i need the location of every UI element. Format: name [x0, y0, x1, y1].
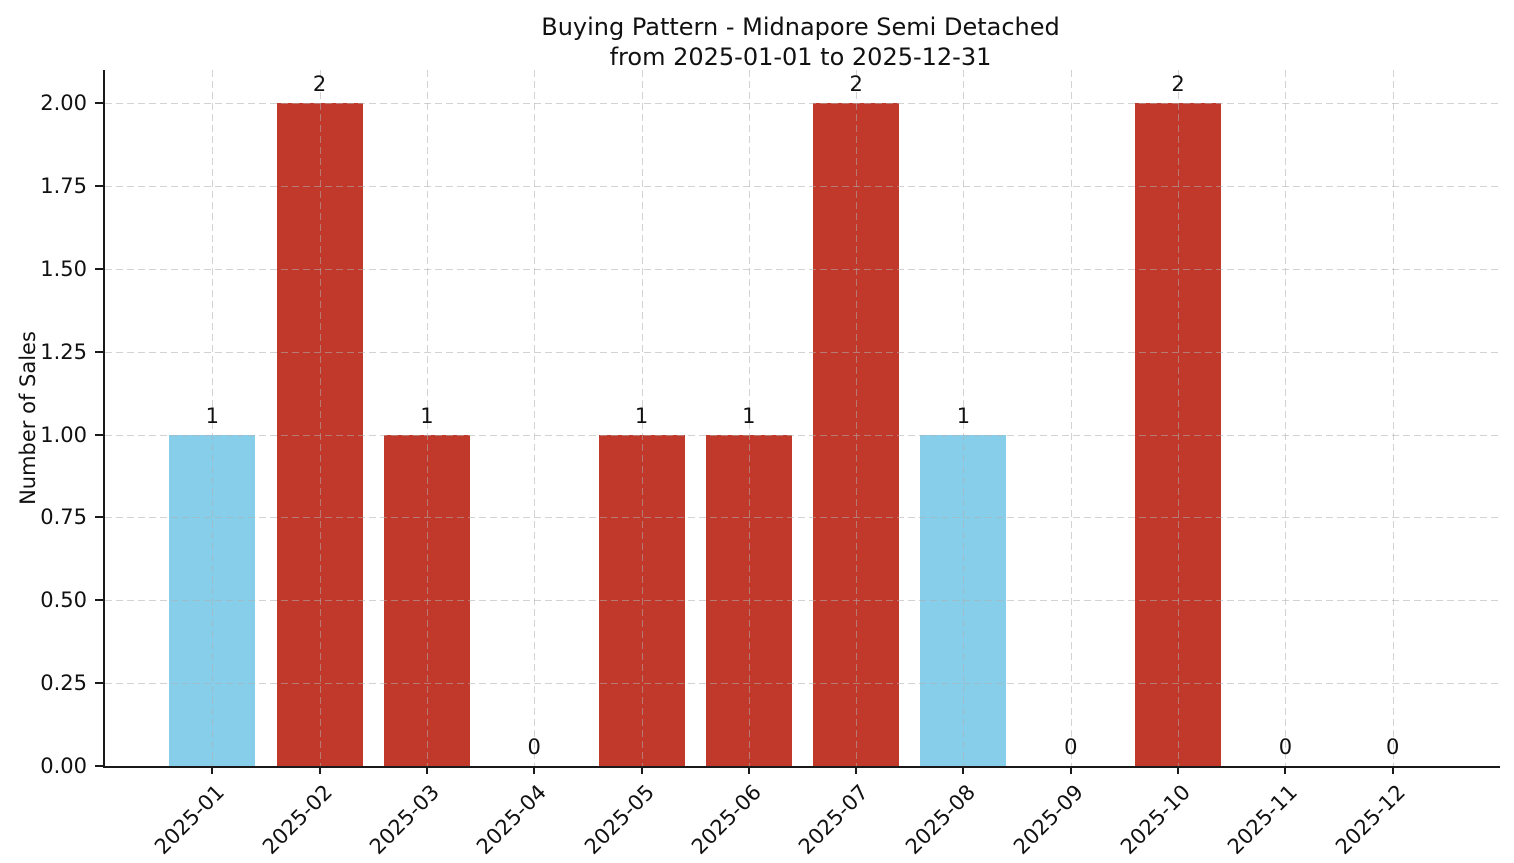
y-tick-mark-0.25	[95, 682, 103, 685]
v-gridline-2025-03	[426, 70, 428, 766]
x-tick-label: 2025-01	[150, 780, 230, 860]
y-tick-mark-1.25	[95, 350, 103, 353]
v-gridline-2025-02	[319, 70, 321, 766]
x-tick-mark-2025-09	[1069, 766, 1072, 774]
y-tick-mark-0.50	[95, 599, 103, 602]
bar-value-label: 1	[420, 403, 434, 428]
x-tick-label: 2025-03	[364, 780, 444, 860]
y-tick-label: 2.00	[40, 91, 87, 116]
v-gridline-2025-01	[212, 70, 214, 766]
v-gridline-2025-06	[748, 70, 750, 766]
y-tick-mark-0.75	[95, 516, 103, 519]
bar-value-label: 1	[956, 403, 971, 428]
v-gridline-2025-07	[856, 70, 858, 766]
v-gridline-2025-05	[641, 70, 643, 766]
x-tick-label: 2025-02	[257, 780, 337, 860]
y-tick-mark-2.00	[95, 102, 103, 105]
x-tick-mark-2025-10	[1177, 766, 1180, 774]
h-gridline-0.75	[105, 517, 1500, 519]
v-gridline-2025-11	[1285, 70, 1287, 766]
bar-value-label: 1	[205, 403, 219, 428]
x-tick-mark-2025-07	[855, 766, 858, 774]
y-tick-label: 1.25	[40, 339, 87, 364]
chart-title: Buying Pattern - Midnapore Semi Detached…	[103, 12, 1498, 72]
h-gridline-1.25	[105, 351, 1500, 353]
v-gridline-2025-10	[1178, 70, 1180, 766]
x-tick-mark-2025-11	[1284, 766, 1287, 774]
v-gridline-2025-09	[1070, 70, 1072, 766]
x-tick-label: 2025-12	[1330, 780, 1410, 860]
chart-title-line2: from 2025-01-01 to 2025-12-31	[609, 43, 992, 71]
y-tick-label: 0.00	[40, 754, 87, 778]
bar-value-label: 0	[1278, 735, 1293, 759]
h-gridline-0.50	[105, 600, 1500, 602]
h-gridline-1.00	[105, 434, 1500, 436]
x-tick-label: 2025-08	[901, 780, 981, 860]
x-tick-mark-2025-06	[747, 766, 750, 774]
y-tick-label: 1.00	[40, 422, 87, 447]
plot-area: 0.00 0.25 0.50 0.75 1.00 1.25 1.50 1.75 2.00 2025…	[40, 70, 1500, 859]
x-tick-label: 2025-05	[579, 780, 659, 860]
x-tick-mark-2025-08	[962, 766, 965, 774]
bar-value-label: 0	[527, 735, 541, 759]
h-gridline-1.75	[105, 186, 1500, 187]
y-tick-label: 0.25	[40, 671, 87, 696]
x-tick-label: 2025-06	[686, 780, 766, 860]
x-tick-mark-2025-12	[1391, 766, 1394, 774]
y-tick-label: 1.75	[40, 174, 87, 198]
x-tick-mark-2025-02	[318, 766, 321, 774]
x-tick-label: 2025-07	[794, 780, 874, 860]
h-gridline-2.00	[105, 103, 1500, 105]
bar-value-label: 1	[742, 403, 756, 428]
v-gridline-2025-12	[1392, 70, 1394, 766]
h-gridline-0.25	[105, 683, 1500, 685]
x-tick-mark-2025-03	[425, 766, 428, 774]
bar-value-label: 2	[1171, 72, 1185, 97]
y-tick-label: 0.75	[40, 505, 87, 530]
x-tick-label: 2025-10	[1116, 780, 1196, 860]
y-tick-label: 1.50	[40, 256, 87, 281]
y-tick-mark-0.00	[95, 765, 103, 767]
y-tick-mark-1.50	[95, 267, 103, 270]
y-tick-mark-1.75	[95, 185, 103, 187]
x-tick-label: 2025-09	[1008, 780, 1088, 860]
h-gridline-1.50	[105, 268, 1500, 270]
v-gridline-2025-08	[963, 70, 965, 766]
bar-value-label: 0	[1386, 735, 1400, 759]
bar-value-label: 1	[634, 403, 649, 428]
chart-title-line1: Buying Pattern - Midnapore Semi Detached	[541, 13, 1060, 41]
bar-value-label: 2	[312, 72, 327, 97]
x-tick-label: 2025-11	[1223, 780, 1303, 860]
x-tick-mark-2025-01	[211, 766, 214, 774]
v-gridline-2025-04	[534, 70, 536, 766]
x-tick-mark-2025-04	[533, 766, 536, 774]
x-tick-label: 2025-04	[472, 780, 552, 860]
y-tick-label: 0.50	[40, 588, 87, 613]
bar-value-label: 2	[849, 72, 863, 97]
bar-value-label: 0	[1064, 735, 1078, 759]
x-tick-mark-2025-05	[640, 766, 643, 774]
y-axis-label: Number of Sales	[16, 331, 40, 505]
y-tick-mark-1.00	[95, 433, 103, 436]
